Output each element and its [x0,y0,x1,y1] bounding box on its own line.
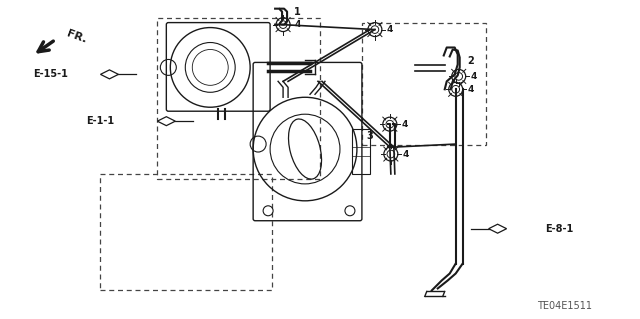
Text: 4: 4 [387,25,393,34]
Text: TE04E1511: TE04E1511 [537,301,592,311]
Text: E-1-1: E-1-1 [86,116,115,126]
Text: 4: 4 [468,85,474,94]
Text: 4: 4 [402,120,408,129]
Polygon shape [100,70,118,79]
Text: 1: 1 [294,7,301,17]
Text: 2: 2 [468,56,474,66]
Bar [352,129,370,174]
Polygon shape [488,224,507,233]
Text: FR.: FR. [65,28,88,45]
Bar [157,18,320,179]
Bar [362,23,486,145]
Bar [100,174,272,290]
Polygon shape [157,117,175,126]
Text: 4: 4 [295,20,301,29]
Text: 4: 4 [470,72,477,81]
Text: 4: 4 [403,150,409,159]
Text: E-15-1: E-15-1 [33,69,68,79]
Text: 3: 3 [366,131,373,141]
Text: E-8-1: E-8-1 [545,224,573,234]
